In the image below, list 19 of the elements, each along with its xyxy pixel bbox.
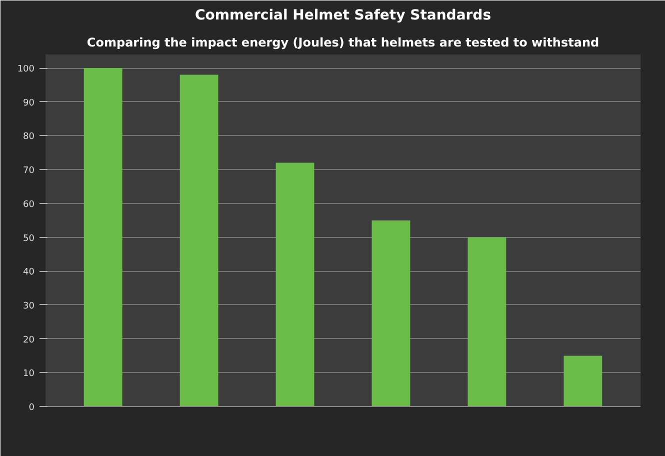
y-tick-label: 60 — [23, 200, 35, 210]
bar — [84, 68, 122, 406]
bar — [564, 356, 602, 406]
y-tick-label: 30 — [23, 301, 35, 312]
y-tick-label: 100 — [17, 64, 35, 75]
bar — [276, 162, 314, 406]
y-tick-label: 20 — [23, 335, 35, 346]
y-tick-label: 70 — [23, 166, 35, 176]
y-tick-label: 50 — [23, 234, 35, 244]
y-tick-label: 40 — [23, 268, 35, 278]
chart-subtitle: Comparing the impact energy (Joules) that helmets are tested to withstand — [86, 36, 600, 50]
bar — [468, 237, 506, 406]
y-tick-label: 0 — [28, 403, 35, 413]
bar — [372, 220, 410, 406]
y-tick-label: 10 — [23, 369, 35, 380]
y-tick-label: 80 — [23, 132, 35, 142]
bar — [180, 74, 218, 406]
y-tick-label: 90 — [23, 98, 35, 108]
chart-title: Commercial Helmet Safety Standards — [194, 8, 492, 24]
